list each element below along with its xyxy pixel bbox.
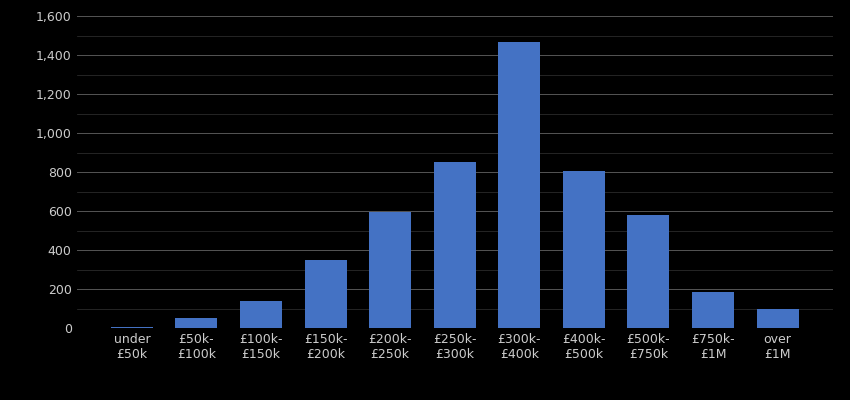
Bar xyxy=(498,42,541,328)
Bar xyxy=(563,171,605,328)
Bar xyxy=(175,318,218,328)
Bar xyxy=(369,212,411,328)
Bar xyxy=(434,162,476,328)
Bar xyxy=(627,215,670,328)
Bar xyxy=(756,308,799,328)
Bar xyxy=(692,292,734,328)
Bar xyxy=(304,260,347,328)
Bar xyxy=(110,327,153,328)
Bar xyxy=(240,302,282,328)
